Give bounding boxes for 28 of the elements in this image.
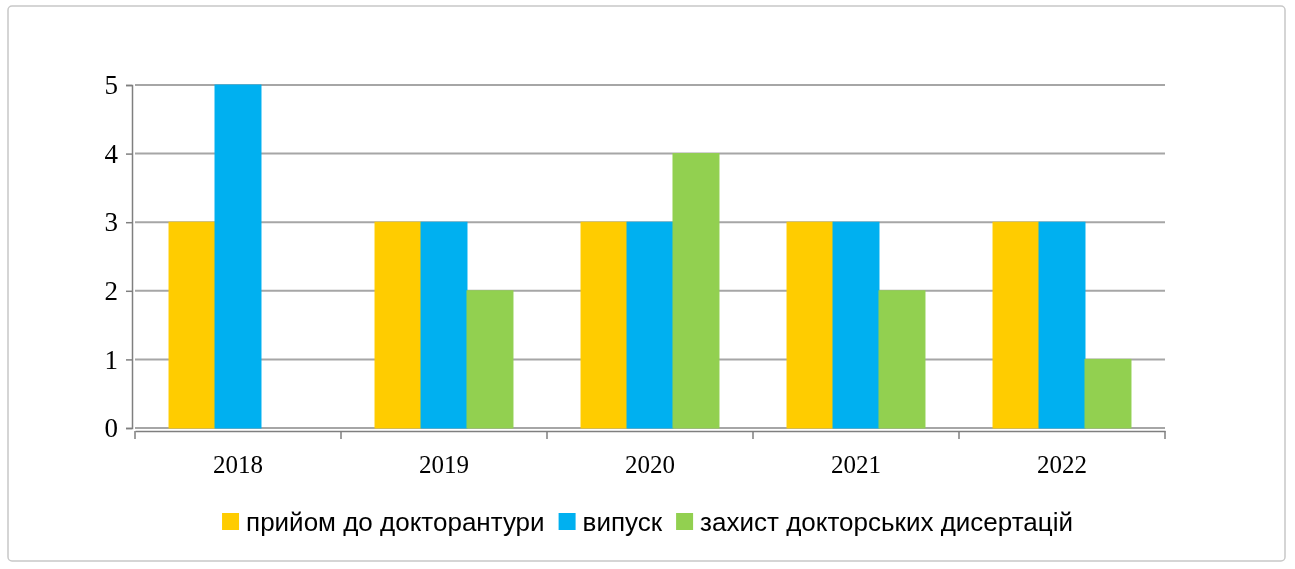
bar [672, 153, 720, 429]
x-tick-label: 2021 [831, 450, 881, 478]
x-tick-label: 2020 [625, 450, 675, 478]
y-tick-label: 0 [104, 413, 118, 444]
x-tick-label: 2019 [419, 450, 469, 478]
x-tick-label: 2022 [1037, 450, 1087, 478]
bar [1038, 221, 1086, 429]
bar [168, 221, 216, 429]
bar [214, 84, 262, 429]
x-tick-label: 2018 [213, 450, 263, 478]
bar [832, 221, 880, 429]
y-tick-label: 2 [104, 275, 118, 306]
bar [580, 221, 628, 429]
bar [786, 221, 834, 429]
bar [374, 221, 422, 429]
y-tick-label: 1 [104, 344, 118, 375]
legend-label: випуск [582, 507, 663, 538]
bar [626, 221, 674, 429]
legend-label: прийом до докторантури [246, 507, 545, 538]
bar [420, 221, 468, 429]
bar [1084, 358, 1132, 429]
bar [992, 221, 1040, 429]
bar [878, 290, 926, 429]
y-tick-label: 3 [104, 207, 118, 238]
legend-label: захист докторських дисертацій [700, 507, 1073, 538]
y-tick-label: 4 [104, 138, 119, 169]
bar [466, 290, 514, 429]
y-tick-label: 5 [104, 70, 118, 101]
